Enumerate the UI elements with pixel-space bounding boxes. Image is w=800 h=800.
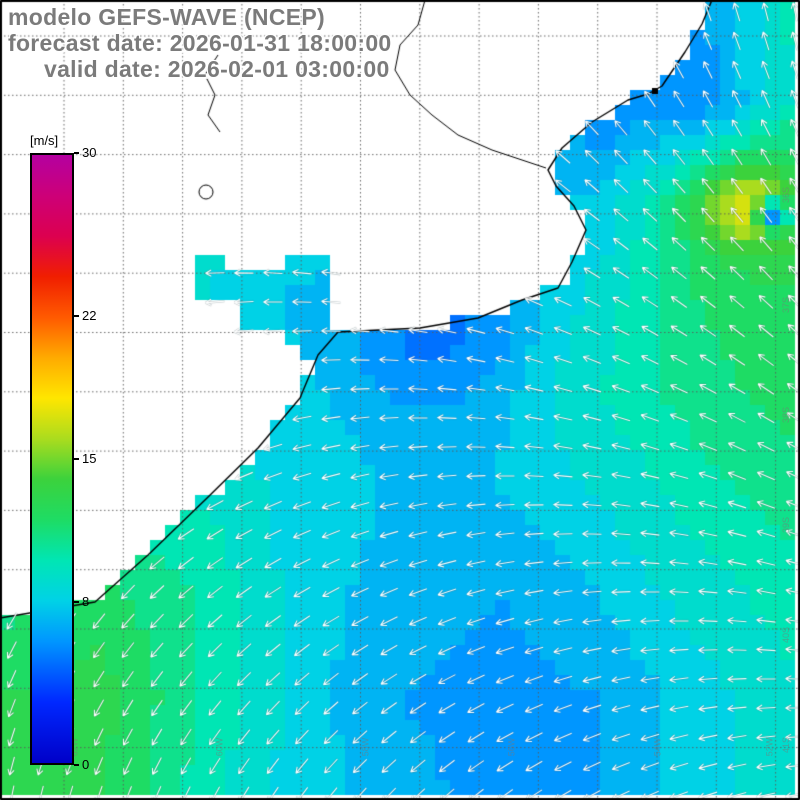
colorbar-tick-mark: [74, 152, 79, 154]
colorbar-gradient: [30, 153, 74, 765]
colorbar-tick-label: 0: [82, 757, 90, 772]
colorbar: [m/s] 30 22 15 8 0: [30, 133, 96, 772]
colorbar-tick-label: 30: [82, 145, 97, 160]
colorbar-tick-label: 8: [82, 593, 90, 609]
colorbar-tick-mark: [74, 764, 79, 766]
colorbar-tick-label: 15: [82, 451, 97, 466]
colorbar-tick-mark: [74, 315, 79, 318]
colorbar-tick-mark: [74, 458, 79, 460]
colorbar-tick-mark: [74, 600, 79, 603]
colorbar-unit-label: [m/s]: [30, 133, 59, 148]
colorbar-tick-label: 22: [82, 308, 97, 324]
